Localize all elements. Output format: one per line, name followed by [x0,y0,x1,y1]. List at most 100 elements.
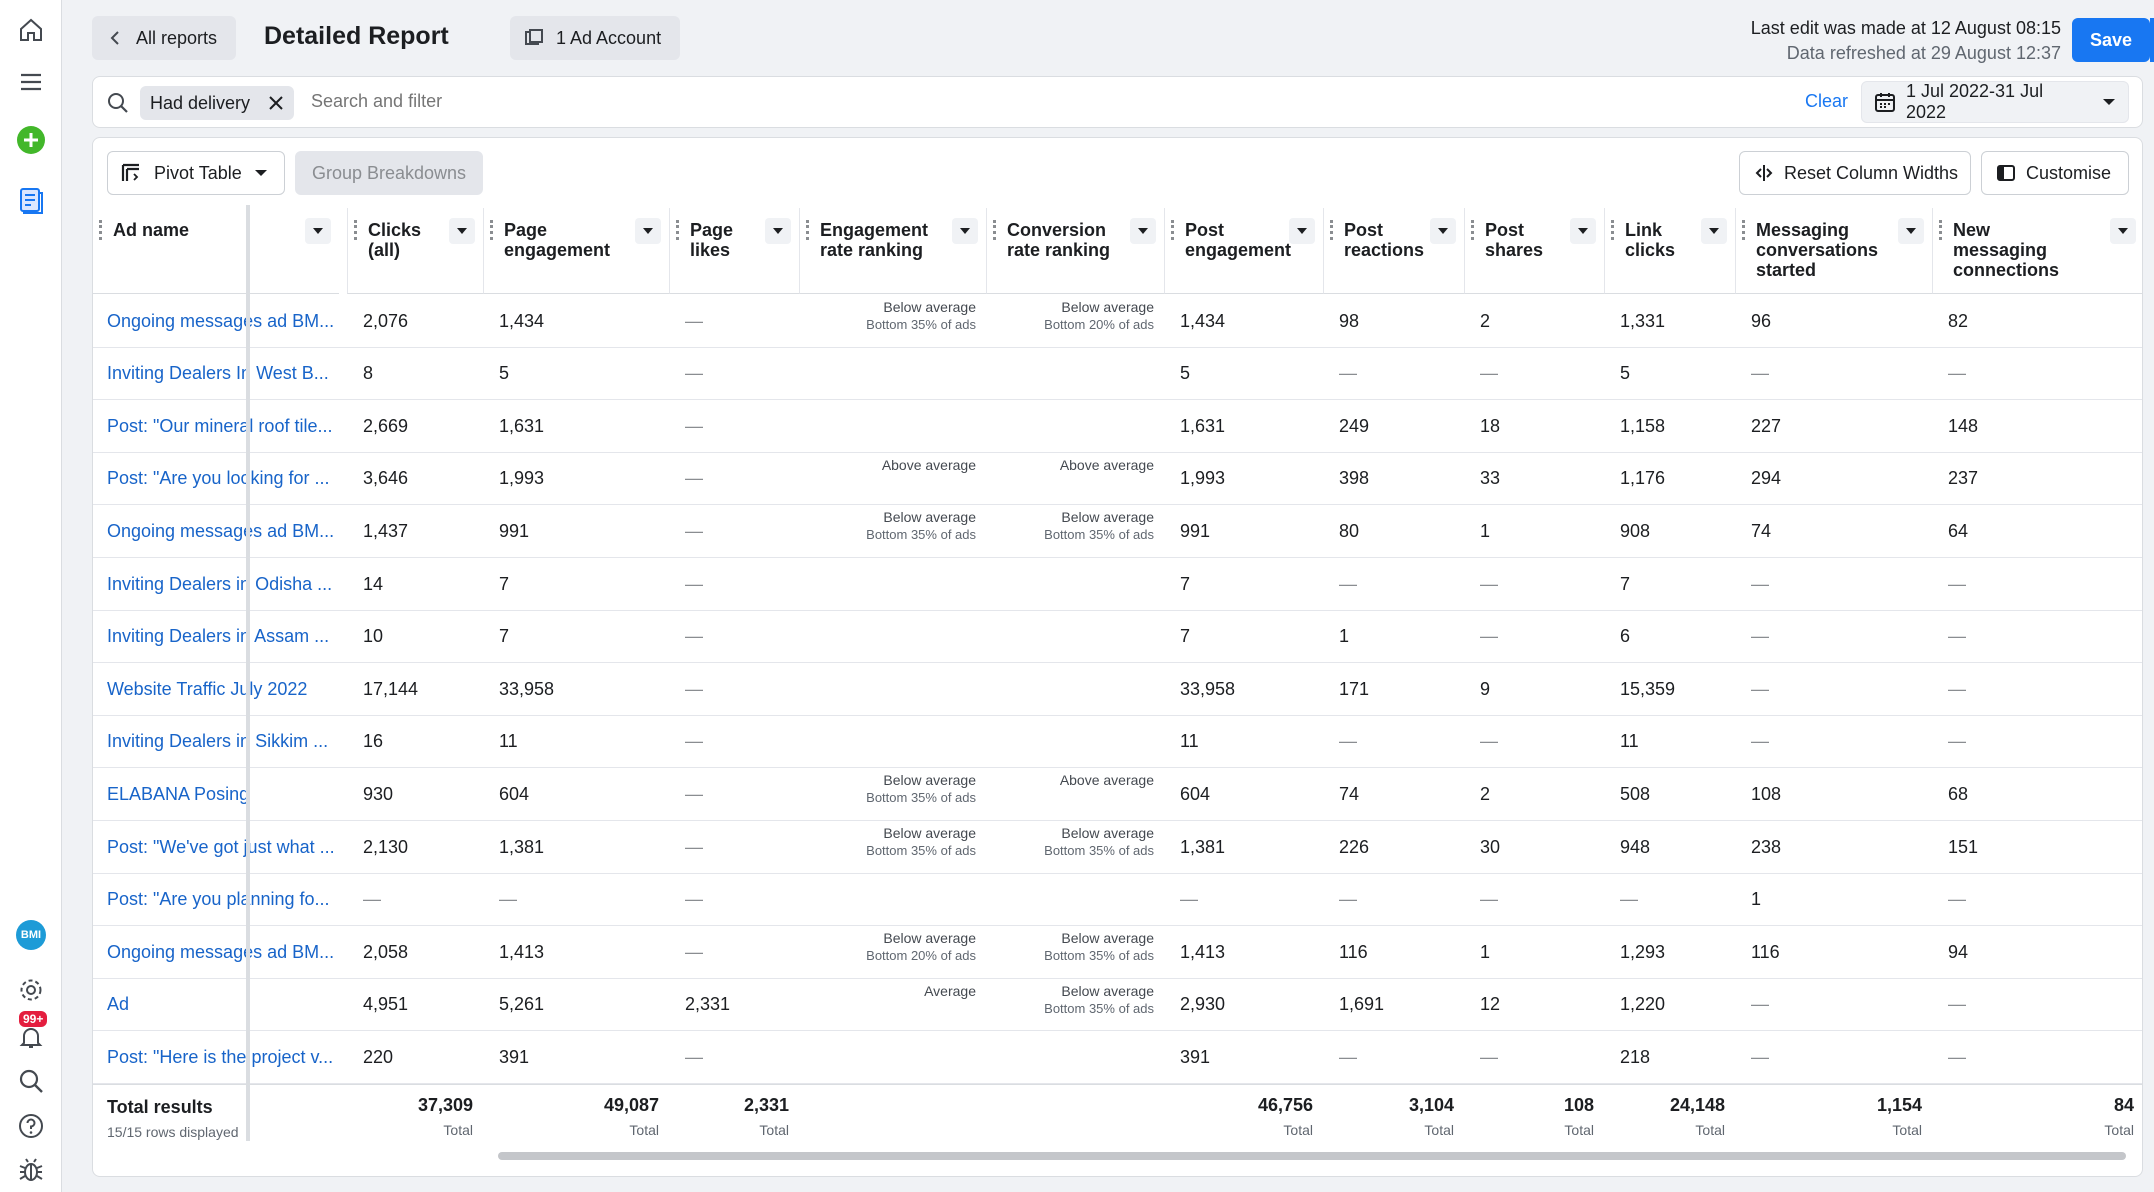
table-row[interactable]: Ongoing messages ad BM... 1,437 991 — Below… [93,505,2142,558]
column-header-10[interactable]: Messaging conversations started [1735,208,1932,294]
table-row[interactable]: Post: "Are you looking for ... 3,646 1,993… [93,453,2142,506]
ad-name-link[interactable]: Website Traffic July 2022 [107,678,308,699]
sort-dropdown-icon[interactable] [635,218,661,244]
metric-cell: 148 [1948,415,1979,436]
drag-handle-icon[interactable] [1939,220,1942,240]
drag-handle-icon[interactable] [1330,220,1333,240]
drag-handle-icon[interactable] [1471,220,1474,240]
table-row[interactable]: Inviting Dealers in Assam ... 10 7 — 7 1 — 6 — — [93,611,2142,664]
ad-name-link[interactable]: Post: "Are you looking for ... [107,468,330,489]
ad-name-link[interactable]: Post: "Our mineral roof tile... [107,415,333,436]
ad-name-link[interactable]: Ongoing messages ad BM... [107,520,335,541]
column-header-5[interactable]: Conversion rate ranking [986,208,1164,294]
drag-handle-icon[interactable] [490,220,493,240]
sort-dropdown-icon[interactable] [449,218,475,244]
sort-dropdown-icon[interactable] [305,218,331,244]
metric-cell: 5 [499,363,510,384]
metric-cell: 96 [1751,310,1772,331]
total-value: 3,104 [1408,1095,1454,1115]
frozen-column-divider[interactable] [246,205,250,1141]
account-avatar[interactable]: BMI [0,915,62,955]
drag-handle-icon[interactable] [354,220,357,240]
ad-name-link[interactable]: Ad [107,994,130,1015]
reports-icon[interactable] [0,180,62,220]
adjacent-button-edge[interactable] [2150,18,2154,62]
column-header-0[interactable]: Ad name [93,208,339,294]
reset-column-widths-button[interactable]: Reset Column Widths [1739,151,1971,195]
filter-chip-had-delivery[interactable]: Had delivery [140,86,295,120]
ad-name-link[interactable]: Inviting Dealers in Odisha ... [107,573,333,594]
table-row[interactable]: Website Traffic July 2022 17,144 33,958 — 3… [93,663,2142,716]
table-row[interactable]: Ongoing messages ad BM... 2,058 1,413 — Bel… [93,926,2142,979]
ad-name-link[interactable]: Ongoing messages ad BM... [107,941,335,962]
drag-handle-icon[interactable] [676,220,679,240]
bug-report-icon[interactable] [0,1150,62,1190]
customise-button[interactable]: Customise [1981,151,2129,195]
drag-handle-icon[interactable] [99,220,102,240]
horizontal-scrollbar[interactable] [498,1152,2126,1160]
table-row[interactable]: Inviting Dealers In West B... 8 5 — 5 — — 5 — — [93,348,2142,401]
date-range-picker[interactable]: 1 Jul 2022-31 Jul 2022 [1861,81,2129,123]
clear-filters-link[interactable]: Clear [1805,91,1849,111]
column-header-6[interactable]: Post engagement [1164,208,1323,294]
sort-dropdown-icon[interactable] [2110,218,2136,244]
ad-name-link[interactable]: Ongoing messages ad BM... [107,310,335,331]
table-row[interactable]: Inviting Dealers in Sikkim ... 16 11 — 11 — —… [93,716,2142,769]
sort-dropdown-icon[interactable] [1570,218,1596,244]
table-row[interactable]: Post: "Our mineral roof tile... 2,669 1,63… [93,400,2142,453]
sort-dropdown-icon[interactable] [1289,218,1315,244]
sort-dropdown-icon[interactable] [952,218,978,244]
reset-column-widths-label: Reset Column Widths [1784,162,1959,183]
sort-dropdown-icon[interactable] [1701,218,1727,244]
ad-name-link[interactable]: Post: "Are you planning fo... [107,889,330,910]
table-row[interactable]: Post: "Here is the project v... 220 391 — 3… [93,1031,2142,1084]
table-row[interactable]: Post: "We've got just what ... 2,130 1,381… [93,821,2142,874]
ad-name-link[interactable]: Inviting Dealers In West B... [107,363,329,384]
ad-account-selector-button[interactable]: 1 Ad Account [510,16,680,60]
pivot-table-button[interactable]: Pivot Table [107,151,285,195]
drag-handle-icon[interactable] [993,220,996,240]
sort-dropdown-icon[interactable] [1430,218,1456,244]
ad-name-link[interactable]: Inviting Dealers in Sikkim ... [107,731,329,752]
table-row[interactable]: Ongoing messages ad BM... 2,076 1,434 — Bel… [93,295,2142,348]
group-breakdowns-button[interactable]: Group Breakdowns [295,151,483,195]
drag-handle-icon[interactable] [1611,220,1614,240]
sort-dropdown-icon[interactable] [1898,218,1924,244]
drag-handle-icon[interactable] [806,220,809,240]
settings-gear-icon[interactable] [0,970,62,1010]
close-icon[interactable] [268,95,284,111]
help-icon[interactable] [0,1106,62,1146]
column-header-label: connections [1953,260,2060,280]
save-button[interactable]: Save [2072,18,2150,62]
home-icon[interactable] [0,10,62,50]
create-plus-icon[interactable] [0,120,62,160]
menu-icon[interactable] [0,62,62,102]
ad-name-link[interactable]: Post: "We've got just what ... [107,836,335,857]
column-header-3[interactable]: Page likes [669,208,799,294]
drag-handle-icon[interactable] [1742,220,1745,240]
notifications-bell-icon[interactable]: 99+ [0,1011,62,1057]
ad-name-link[interactable]: ELABANA Posing [107,783,250,804]
metric-cell: 1 [1480,941,1491,962]
all-reports-button[interactable]: All reports [92,16,236,60]
sort-dropdown-icon[interactable] [765,218,791,244]
table-row[interactable]: Post: "Are you planning fo... — — — — — — — 1 — [93,874,2142,927]
ad-name-link[interactable]: Post: "Here is the project v... [107,1046,334,1067]
table-row[interactable]: Inviting Dealers in Odisha ... 14 7 — 7 — — 7 —… [93,558,2142,611]
column-header-9[interactable]: Link clicks [1604,208,1735,294]
search-input[interactable] [311,91,1011,112]
table-row[interactable]: Ad 4,951 5,261 2,331 Average Below average … [93,979,2142,1032]
column-header-11[interactable]: New messaging connections [1932,208,2142,294]
column-header-4[interactable]: Engagement rate ranking [799,208,986,294]
column-header-2[interactable]: Page engagement [483,208,669,294]
table-row[interactable]: ELABANA Posing 930 604 — Below average Bott… [93,768,2142,821]
column-header-1[interactable]: Clicks (all) [347,208,483,294]
drag-handle-icon[interactable] [1171,220,1174,240]
column-header-7[interactable]: Post reactions [1323,208,1464,294]
edit-info: Last edit was made at 12 August 08:15 Da… [1751,16,2061,66]
ad-name-link[interactable]: Inviting Dealers in Assam ... [107,626,330,647]
column-header-8[interactable]: Post shares [1464,208,1604,294]
metric-cell: — [1948,731,1966,752]
sort-dropdown-icon[interactable] [1130,218,1156,244]
search-icon[interactable] [0,1061,62,1101]
